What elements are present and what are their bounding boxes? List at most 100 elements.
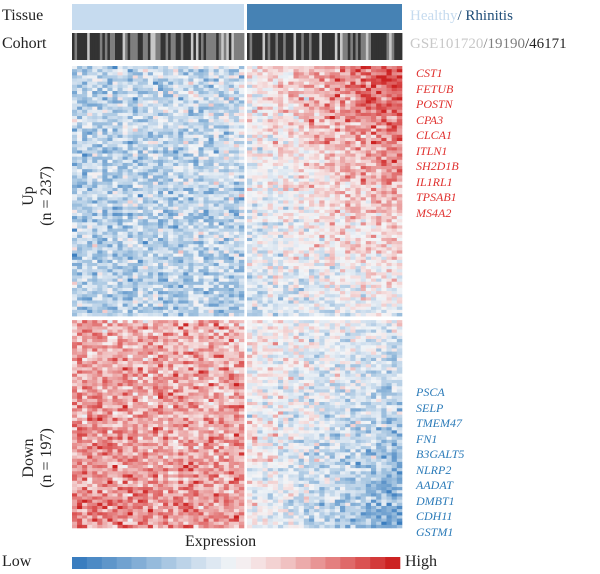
heatmap-cell	[365, 97, 372, 101]
heatmap-cell	[340, 116, 346, 120]
heatmap-cell	[262, 78, 268, 82]
heatmap-cell	[178, 312, 184, 317]
heatmap-cell	[324, 200, 330, 204]
heatmap-cell	[303, 272, 310, 276]
heatmap-cell	[168, 278, 174, 283]
heatmap-cell	[355, 141, 361, 145]
heatmap-cell	[288, 184, 294, 189]
heatmap-cell	[257, 287, 263, 292]
heatmap-cell	[213, 212, 220, 217]
heatmap-cell	[391, 112, 398, 117]
heatmap-cell	[137, 175, 144, 179]
heatmap-cell	[203, 150, 209, 154]
heatmap-cell	[391, 203, 398, 207]
heatmap-cell	[122, 300, 128, 304]
heatmap-cell	[173, 141, 179, 145]
heatmap-cell	[92, 97, 98, 101]
heatmap-cell	[208, 253, 214, 258]
heatmap-cell	[267, 159, 274, 164]
heatmap-cell	[158, 259, 164, 264]
heatmap-cell	[238, 300, 245, 304]
heatmap-cell	[77, 125, 83, 129]
heatmap-cell	[168, 287, 174, 292]
heatmap-cell	[72, 134, 78, 139]
heatmap-cell	[173, 262, 179, 267]
heatmap-cell	[345, 244, 351, 248]
heatmap-cell	[278, 109, 284, 114]
heatmap-cell	[334, 169, 341, 173]
heatmap-cell	[272, 197, 279, 201]
heatmap-cell	[252, 141, 258, 145]
heatmap-cell	[293, 225, 299, 229]
heatmap-cell	[107, 312, 113, 317]
heatmap-cell	[117, 206, 123, 211]
heatmap-cell	[319, 122, 325, 126]
heatmap-cell	[355, 144, 361, 148]
heatmap-cell	[112, 94, 118, 98]
heatmap-cell	[142, 106, 149, 111]
heatmap-cell	[173, 134, 179, 139]
heatmap-cell	[218, 116, 225, 120]
heatmap-cell	[223, 78, 230, 82]
heatmap-cell	[82, 234, 88, 239]
heatmap-cell	[102, 225, 108, 229]
heatmap-cell	[147, 294, 154, 298]
heatmap-cell	[319, 162, 325, 167]
heatmap-cell	[365, 122, 372, 126]
heatmap-cell	[152, 100, 159, 104]
heatmap-cell	[365, 141, 372, 145]
heatmap-cell	[183, 269, 189, 273]
heatmap-cell	[168, 225, 174, 229]
heatmap-cell	[218, 128, 225, 132]
heatmap-cell	[247, 150, 253, 154]
heatmap-cell	[132, 219, 139, 223]
heatmap-cell	[122, 312, 128, 317]
heatmap-cell	[163, 209, 169, 214]
heatmap-cell	[122, 119, 128, 123]
cohort-cell	[152, 33, 156, 60]
heatmap-cell	[107, 237, 113, 242]
heatmap-cell	[127, 228, 134, 232]
heatmap-cell	[381, 187, 387, 192]
heatmap-cell	[233, 72, 240, 76]
heatmap-cell	[168, 231, 174, 236]
heatmap-cell	[360, 119, 367, 123]
heatmap-cell	[278, 275, 284, 279]
heatmap-cell	[355, 75, 361, 79]
heatmap-cell	[223, 172, 230, 176]
heatmap-cell	[198, 212, 204, 217]
heatmap-cell	[381, 125, 387, 129]
heatmap-cell	[360, 91, 367, 95]
heatmap-cell	[178, 231, 184, 236]
heatmap-cell	[168, 294, 174, 298]
heatmap-cell	[283, 141, 289, 145]
heatmap-cell	[137, 106, 144, 111]
heatmap-cell	[223, 175, 230, 179]
heatmap-cell	[381, 266, 387, 270]
heatmap-cell	[334, 206, 341, 211]
heatmap-cell	[178, 166, 184, 170]
heatmap-cell	[213, 241, 220, 245]
heatmap-cell	[278, 181, 284, 186]
heatmap-cell	[152, 231, 159, 236]
heatmap-cell	[278, 81, 284, 86]
heatmap-cell	[152, 219, 159, 223]
heatmap-cell	[355, 84, 361, 89]
heatmap-cell	[283, 91, 289, 95]
heatmap-cell	[334, 278, 341, 283]
heatmap-cell	[122, 203, 128, 207]
heatmap-cell	[112, 312, 118, 317]
heatmap-cell	[319, 234, 325, 239]
heatmap-cell	[319, 175, 325, 179]
heatmap-cell	[247, 134, 253, 139]
heatmap-cell	[87, 303, 93, 308]
cohort-cell	[168, 33, 172, 60]
heatmap-cell	[262, 91, 268, 95]
heatmap-cell	[262, 262, 268, 267]
heatmap-cell	[142, 134, 149, 139]
heatmap-cell	[183, 125, 189, 129]
heatmap-cell	[350, 234, 356, 239]
cohort-cell	[147, 33, 151, 60]
heatmap-cell	[107, 194, 113, 198]
heatmap-cell	[267, 184, 274, 189]
